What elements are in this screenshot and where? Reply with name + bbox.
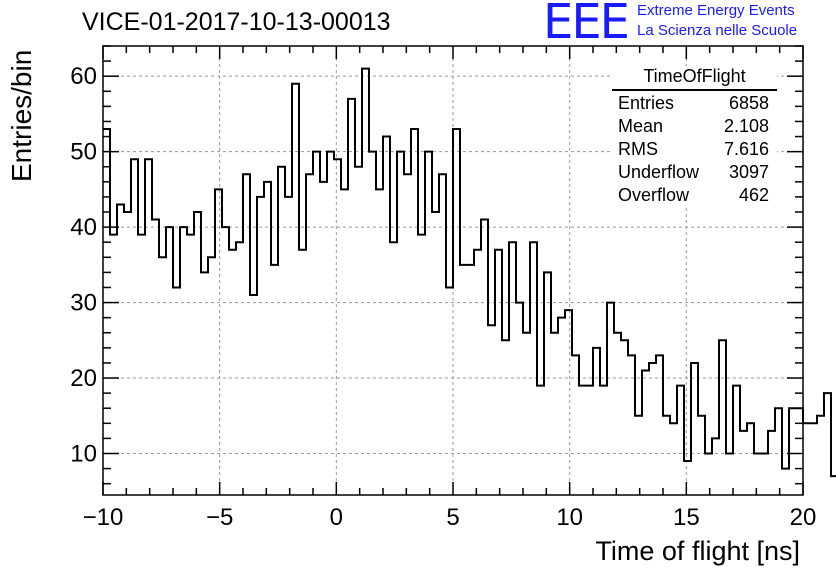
x-tick-label: 5 [446, 504, 459, 531]
stats-box: TimeOfFlight Entries 6858 Mean 2.108 RMS… [612, 66, 777, 207]
stats-value: 462 [738, 185, 769, 205]
y-tick-label: 10 [70, 440, 97, 467]
stats-value: 2.108 [723, 116, 769, 136]
stats-value: 3097 [728, 162, 769, 182]
x-tick-label: −10 [83, 504, 124, 531]
eee-logo: EEE [543, 0, 630, 50]
y-axis-label: Entries/bin [6, 49, 37, 182]
logo-line-2: La Scienza nelle Scuole [637, 22, 798, 39]
x-tick-label: 0 [330, 504, 343, 531]
x-tick-label: 15 [673, 504, 700, 531]
axis-tick-labels: −10 −5 0 5 10 15 20 10 20 30 40 50 60 [70, 63, 816, 531]
stats-label: Overflow [618, 185, 690, 205]
y-tick-label: 20 [70, 365, 97, 392]
y-tick-label: 30 [70, 290, 97, 317]
y-tick-label: 50 [70, 139, 97, 166]
chart-title: VICE-01-2017-10-13-00013 [82, 8, 391, 36]
stats-title: TimeOfFlight [612, 66, 777, 91]
stats-value: 7.616 [723, 139, 769, 159]
stats-label: Mean [618, 116, 664, 136]
stats-label: RMS [618, 139, 658, 159]
x-tick-label: 20 [790, 504, 817, 531]
x-axis-label: Time of flight [ns] [595, 536, 800, 566]
x-tick-label: 10 [556, 504, 583, 531]
axis-ticks [102, 45, 804, 495]
x-tick-label: −5 [206, 504, 233, 531]
y-tick-label: 40 [70, 214, 97, 241]
stats-row-rms: RMS 7.616 [612, 138, 777, 161]
stats-value: 6858 [728, 93, 769, 113]
stats-row-mean: Mean 2.108 [612, 115, 777, 138]
stats-row-underflow: Underflow 3097 [612, 161, 777, 184]
logo-line-1: Extreme Energy Events [637, 2, 795, 19]
y-tick-label: 60 [70, 63, 97, 90]
stats-row-entries: Entries 6858 [612, 92, 777, 115]
stats-label: Entries [618, 93, 675, 113]
stats-row-overflow: Overflow 462 [612, 184, 777, 207]
stats-label: Underflow [618, 162, 700, 182]
histogram-series-time-of-flight [103, 67, 836, 478]
